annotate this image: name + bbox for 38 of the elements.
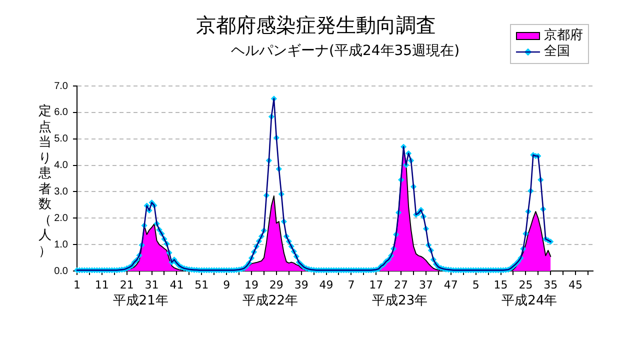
x-tick-label: 41	[170, 278, 184, 292]
y-tick-label: 1.0	[54, 239, 68, 250]
y-tick-label: 4.0	[54, 160, 68, 172]
x-tick-label: 9	[223, 278, 230, 292]
x-tick-label: 37	[418, 278, 433, 292]
chart-title: 京都府感染症発生動向調査	[196, 13, 436, 37]
x-tick-label: 45	[568, 278, 583, 292]
y-tick-label: 7.0	[54, 80, 68, 92]
x-tick-label: 27	[394, 278, 408, 292]
chart-subtitle: ヘルパンギーナ(平成24年35週現在)	[231, 43, 460, 60]
x-tick-label: 11	[94, 278, 109, 292]
x-tick-label: 49	[319, 278, 334, 292]
y-tick-label: 0.0	[54, 266, 68, 277]
y-tick-label: 2.0	[54, 212, 68, 224]
text: 平成22年	[242, 293, 298, 308]
x-tick-label: 35	[544, 278, 558, 292]
x-tick-label: 17	[369, 278, 384, 292]
x-tick-label: 51	[194, 278, 209, 292]
y-tick-label: 5.0	[54, 134, 68, 145]
text: 平成21年	[112, 293, 168, 308]
legend-label: 京都府	[544, 28, 583, 44]
y-tick-label: 6.0	[54, 107, 68, 118]
x-tick-label: 29	[269, 278, 284, 292]
x-tick-label: 47	[444, 278, 458, 292]
text: 定点当り患者数（人）	[38, 104, 52, 258]
text: 平成23年	[372, 293, 428, 308]
y-tick-label: 3.0	[54, 186, 68, 198]
x-tick-label: 1	[74, 278, 80, 292]
x-tick-label: 7	[348, 278, 355, 292]
text: 平成24年	[502, 293, 558, 308]
x-tick-label: 15	[494, 278, 508, 292]
x-tick-label: 25	[518, 278, 533, 292]
x-tick-label: 21	[120, 278, 134, 292]
x-tick-label: 19	[244, 278, 258, 292]
x-tick-label: 5	[472, 278, 480, 292]
x-tick-label: 39	[294, 278, 308, 292]
x-tick-label: 31	[144, 278, 159, 292]
legend-label: 全国	[544, 44, 570, 60]
